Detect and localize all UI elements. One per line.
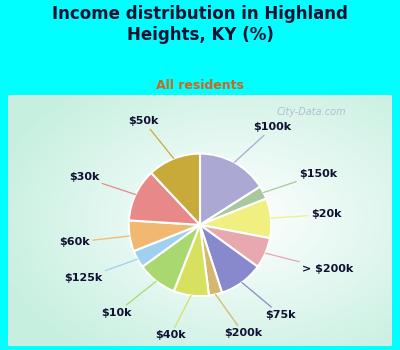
Text: $125k: $125k [64,259,138,284]
Wedge shape [129,220,200,251]
Text: $150k: $150k [264,169,337,193]
Text: $60k: $60k [60,236,130,247]
Text: $100k: $100k [234,122,292,162]
Text: $50k: $50k [129,117,174,159]
Wedge shape [134,225,200,267]
Wedge shape [200,187,266,225]
Wedge shape [200,154,260,225]
Wedge shape [151,154,200,225]
Wedge shape [200,198,271,238]
Text: $40k: $40k [156,295,191,340]
Text: $30k: $30k [69,173,136,195]
Text: $10k: $10k [101,281,156,318]
Text: $200k: $200k [216,294,262,338]
Wedge shape [200,225,258,293]
Text: Income distribution in Highland
Heights, KY (%): Income distribution in Highland Heights,… [52,5,348,44]
Text: City-Data.com: City-Data.com [276,107,346,117]
Wedge shape [200,225,270,267]
Text: > $200k: > $200k [265,253,353,274]
Wedge shape [174,225,209,296]
Wedge shape [142,225,200,291]
Wedge shape [129,173,200,225]
Text: $75k: $75k [242,282,296,320]
Text: All residents: All residents [156,79,244,92]
Text: $20k: $20k [271,209,341,219]
Wedge shape [200,225,222,295]
